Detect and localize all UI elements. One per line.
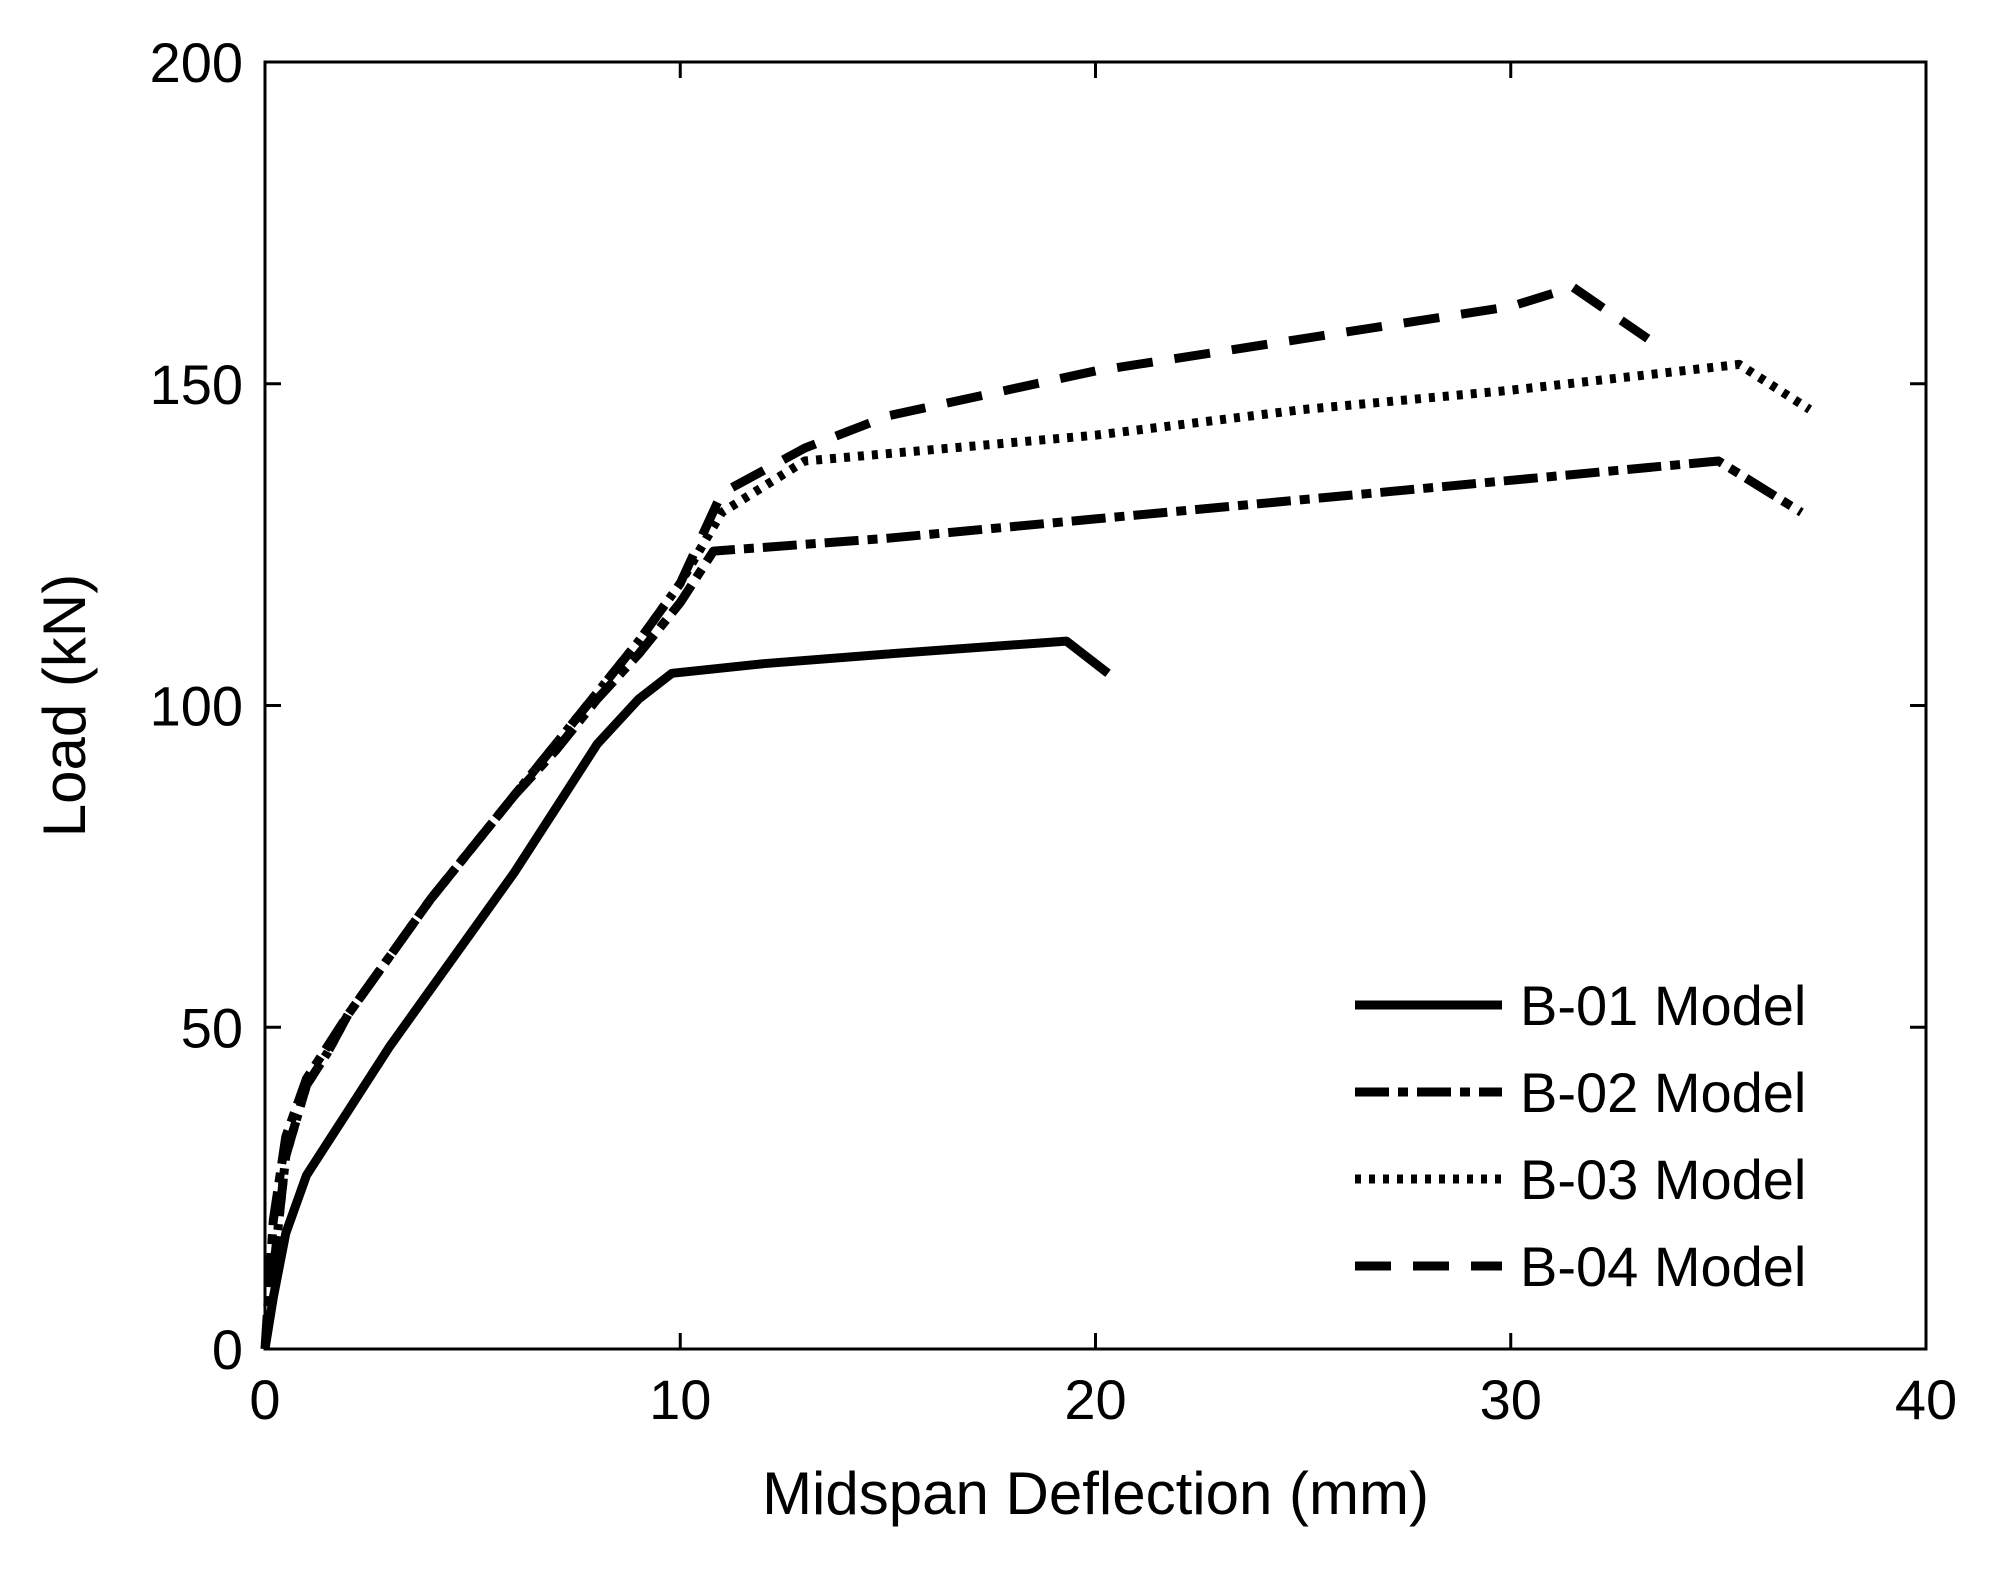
- y-tick-label: 100: [150, 675, 243, 738]
- plot-frame: [263, 60, 1928, 1351]
- x-tick-label: 0: [249, 1368, 280, 1431]
- series-lines: [260, 282, 1813, 1350]
- y-axis-title: Load (kN): [31, 574, 98, 837]
- y-tick-label: 150: [150, 353, 243, 416]
- series-line-1: [260, 636, 1111, 1350]
- legend-label-3: B-03 Model: [1520, 1148, 1806, 1211]
- series-line-4: [268, 282, 1651, 1273]
- legend-label-4: B-04 Model: [1520, 1235, 1806, 1298]
- legend: B-01 Model B-02 Model B-03 Model B-04 Model: [1355, 974, 1806, 1298]
- y-tick-label: 50: [181, 996, 243, 1059]
- x-tick-label: 30: [1480, 1368, 1542, 1431]
- legend-label-2: B-02 Model: [1520, 1061, 1806, 1124]
- x-axis-title: Midspan Deflection (mm): [762, 1460, 1429, 1527]
- x-tick-label: 40: [1895, 1368, 1957, 1431]
- y-tick-label: 0: [212, 1318, 243, 1381]
- legend-label-1: B-01 Model: [1520, 974, 1806, 1037]
- x-tick-label: 10: [649, 1368, 711, 1431]
- x-tick-label: 20: [1064, 1368, 1126, 1431]
- y-tick-label: 200: [150, 31, 243, 94]
- tick-labels: 0 10 20 30 40 0 50 100 150 200: [150, 31, 1958, 1431]
